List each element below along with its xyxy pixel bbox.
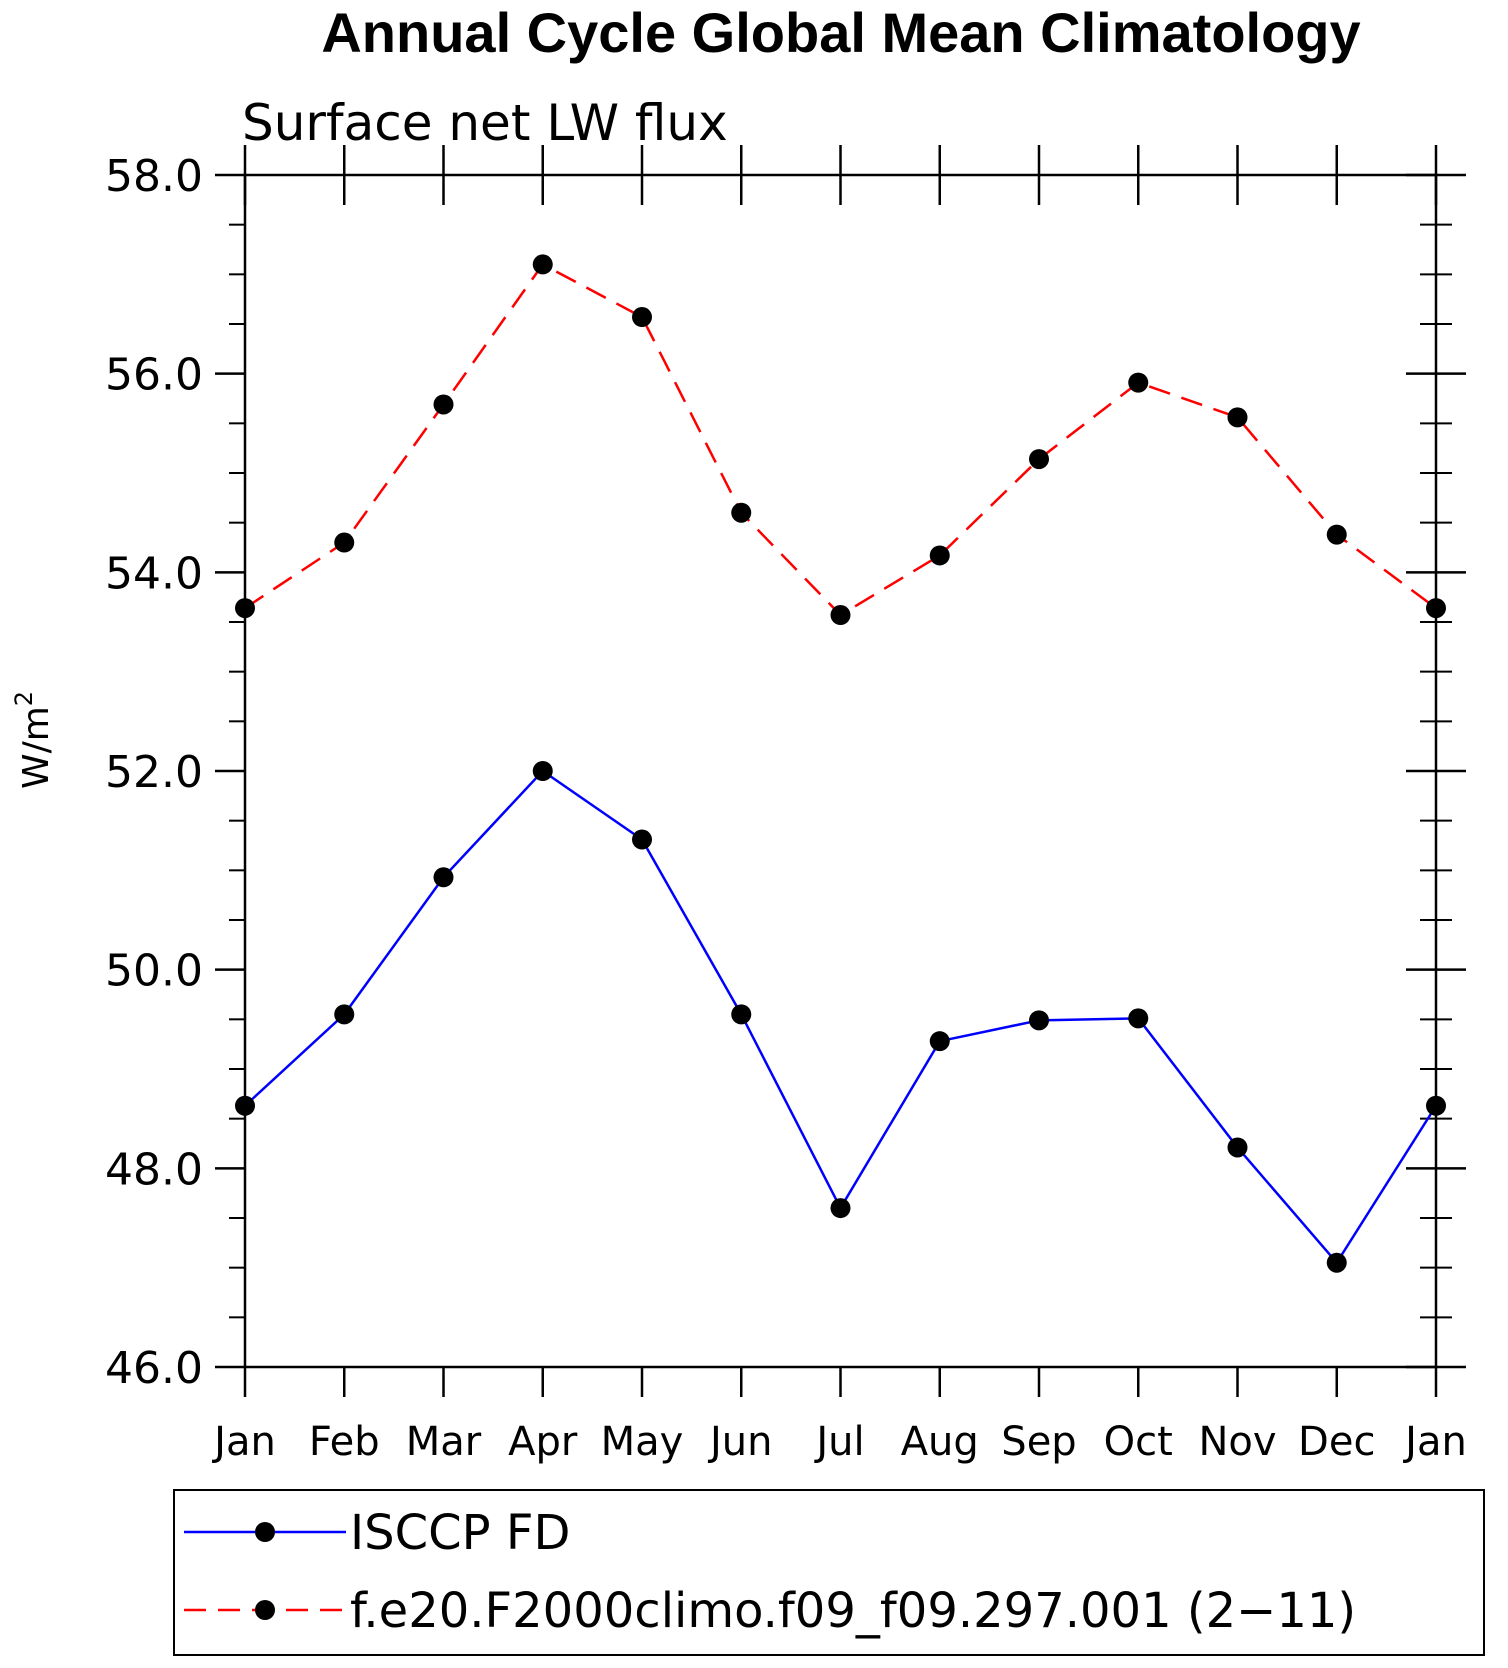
series-1-point [830, 605, 851, 626]
series-0-point [1227, 1137, 1248, 1158]
x-tick-label: May [601, 1419, 684, 1465]
y-tick-label: 52.0 [105, 747, 203, 798]
y-axis-label: W/m2 [10, 691, 57, 789]
x-tick-label: Apr [508, 1419, 578, 1465]
x-tick-label: Jul [813, 1419, 864, 1465]
series-1-point [632, 307, 652, 328]
x-tick-label: Mar [406, 1419, 482, 1465]
svg-text:W/m2: W/m2 [10, 691, 57, 789]
series-0-point [830, 1198, 851, 1219]
series-1-point [1426, 598, 1446, 619]
series-1-point [731, 502, 752, 523]
series-1-point [433, 394, 454, 415]
series-0-point [1326, 1252, 1347, 1273]
series-0-point [532, 761, 553, 781]
chart-title: Annual Cycle Global Mean Climatology [321, 1, 1360, 64]
x-tick-label: Feb [309, 1419, 380, 1465]
y-tick-label: 58.0 [105, 151, 203, 202]
series-0-point [929, 1031, 950, 1052]
series-0-point [235, 1095, 255, 1116]
y-axis-label-superscript: 2 [10, 691, 38, 706]
x-tick-label: Jan [211, 1419, 276, 1465]
x-tick-label: Oct [1104, 1419, 1173, 1465]
x-tick-label: Dec [1298, 1419, 1375, 1465]
series-0-point [632, 829, 652, 850]
y-tick-label: 54.0 [105, 548, 203, 599]
legend-label-1: f.e20.F2000climo.f09_f09.297.001 (2−11) [350, 1583, 1356, 1639]
series-line-1 [244, 262, 1437, 617]
x-tick-label: Sep [1001, 1419, 1076, 1465]
chart-subtitle: Surface net LW flux [242, 94, 728, 152]
series-0-point [1029, 1010, 1049, 1031]
legend-marker-0 [255, 1522, 275, 1542]
series-layer [235, 254, 1446, 1273]
x-tick-label: Jun [707, 1419, 773, 1465]
series-0-point [1426, 1095, 1446, 1116]
series-0-point [1128, 1008, 1149, 1029]
y-tick-label: 46.0 [105, 1343, 203, 1394]
axes: 46.0 48.0 50.0 52.0 54.0 56.0 58.0 Jan Feb Mar Apr… [105, 145, 1467, 1465]
series-1-point [235, 598, 255, 619]
series-1-point [334, 532, 355, 553]
series-1-point [532, 254, 553, 275]
x-tick-label: Nov [1198, 1419, 1276, 1465]
series-1-point [929, 545, 950, 566]
series-0-point [731, 1004, 752, 1025]
series-0-point [433, 867, 454, 888]
series-1-point [1029, 449, 1049, 470]
series-1-point [1227, 407, 1248, 428]
x-tick-label: Aug [901, 1419, 979, 1465]
y-tick-label: 56.0 [105, 350, 203, 401]
legend-box [173, 1489, 1485, 1656]
y-axis-label-text: W/m [16, 706, 57, 789]
x-tick-label: Jan [1402, 1419, 1467, 1465]
series-line-0 [244, 769, 1438, 1265]
series-1-point [1128, 372, 1149, 393]
plot-frame [243, 173, 1438, 1369]
series-1-point [1326, 524, 1347, 545]
series-0-point [334, 1004, 355, 1025]
y-tick-label: 50.0 [105, 946, 203, 997]
legend-label-0: ISCCP FD [350, 1505, 570, 1561]
legend: ISCCP FD f.e20.F2000climo.f09_f09.297.001… [173, 1489, 1485, 1656]
legend-marker-1 [255, 1600, 275, 1620]
y-tick-label: 48.0 [105, 1144, 203, 1195]
